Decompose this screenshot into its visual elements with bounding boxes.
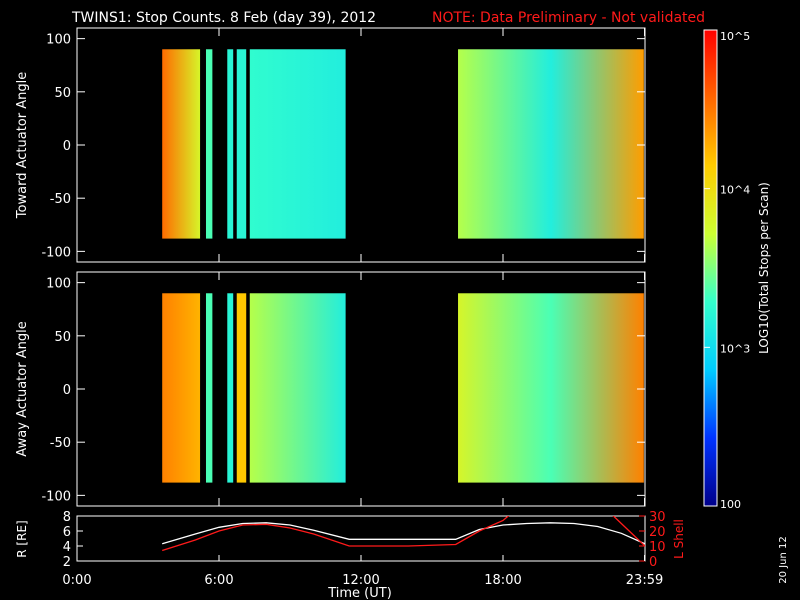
lshell-tick-label: 30 xyxy=(649,510,666,525)
heatmap-block xyxy=(249,49,346,239)
lshell-line xyxy=(162,516,645,552)
y-tick-label: -100 xyxy=(41,245,71,260)
heatmap-block xyxy=(162,293,201,483)
y-tick-label: -100 xyxy=(41,489,71,504)
heatmap-block xyxy=(205,49,213,239)
heatmap-block xyxy=(458,293,644,483)
side-date: 20 Jun 12 xyxy=(778,536,789,583)
y-tick-label: 50 xyxy=(54,86,71,101)
r-tick-label: 8 xyxy=(63,510,71,525)
heatmap-block xyxy=(162,49,201,239)
colorbar-gradient xyxy=(703,29,718,507)
r-line xyxy=(162,522,645,545)
y-tick-label: -50 xyxy=(50,192,71,207)
away-ylabel: Away Actuator Angle xyxy=(15,321,30,456)
colorbar-tick-label: 10^5 xyxy=(720,30,750,43)
preliminary-note: NOTE: Data Preliminary - Not validated xyxy=(432,10,705,26)
y-tick-label: 0 xyxy=(63,139,71,154)
toward-ylabel: Toward Actuator Angle xyxy=(15,72,30,219)
heatmap-block xyxy=(249,293,346,483)
x-tick-label: 0:00 xyxy=(62,573,91,588)
x-tick-label: 23:59 xyxy=(626,573,663,588)
r-tick-label: 2 xyxy=(63,555,71,570)
lshell-axis-label: L Shell xyxy=(672,519,686,559)
colorbar-tick-label: 10^4 xyxy=(720,184,750,197)
y-tick-label: 0 xyxy=(63,383,71,398)
colorbar-tick-label: 100 xyxy=(720,498,741,511)
r-tick-label: 4 xyxy=(63,540,71,555)
x-tick-label: 6:00 xyxy=(204,573,233,588)
heatmap-block xyxy=(227,49,234,239)
heatmap-block xyxy=(458,49,644,239)
panel-toward: 100 50 0 -50 -100 Toward Actuator Angle xyxy=(15,27,646,263)
y-tick-label: 50 xyxy=(54,330,71,345)
colorbar-tick-label: 10^3 xyxy=(720,342,750,355)
lshell-tick-label: 20 xyxy=(649,525,666,540)
r-axis-label: R [RE] xyxy=(15,520,29,557)
heatmap-block xyxy=(236,293,247,483)
colorbar-label: LOG10(Total Stops per Scan) xyxy=(757,182,771,354)
heatmap-block xyxy=(236,49,247,239)
y-tick-label: 100 xyxy=(46,277,71,292)
colorbar: 10^5 10^4 10^3 100 LOG10(Total Stops per Sc… xyxy=(703,29,771,511)
r-tick-label: 6 xyxy=(63,525,71,540)
panel-away: 100 50 0 -50 -100 Away Actuator Angle xyxy=(15,271,646,507)
lshell-tick-label: 10 xyxy=(649,540,666,555)
chart-title: TWINS1: Stop Counts. 8 Feb (day 39), 201… xyxy=(71,10,376,26)
x-tick-label: 12:00 xyxy=(342,573,379,588)
x-axis-title: Time (UT) xyxy=(327,586,392,600)
heatmap-block xyxy=(205,293,213,483)
heatmap-block xyxy=(227,293,234,483)
lshell-tick-label: 0 xyxy=(649,555,657,570)
y-tick-label: 100 xyxy=(46,33,71,48)
y-tick-label: -50 xyxy=(50,436,71,451)
x-tick-label: 18:00 xyxy=(484,573,521,588)
